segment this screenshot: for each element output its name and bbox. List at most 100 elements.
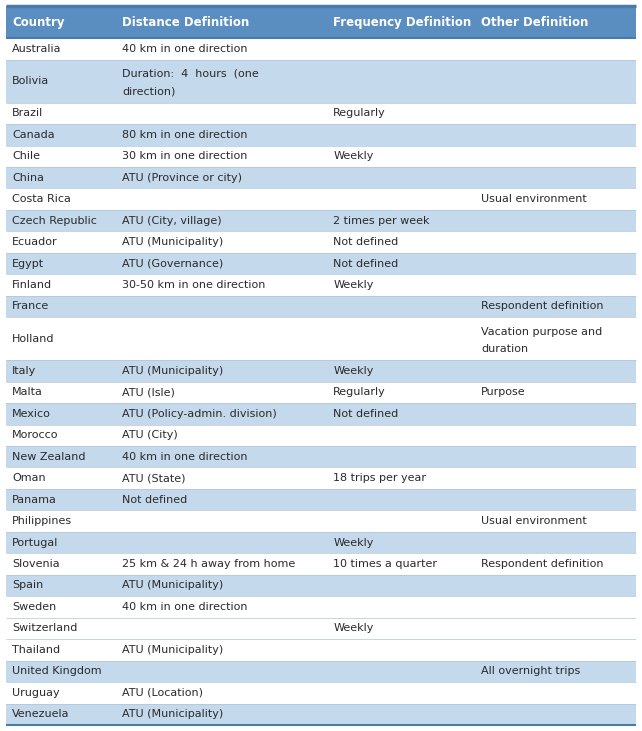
Text: Finland: Finland bbox=[12, 280, 52, 290]
Text: Ecuador: Ecuador bbox=[12, 237, 58, 247]
Text: 10 times a quarter: 10 times a quarter bbox=[333, 559, 437, 569]
Bar bbox=[6, 446, 636, 467]
Text: ATU (State): ATU (State) bbox=[122, 473, 186, 483]
Text: Vacation purpose and: Vacation purpose and bbox=[482, 327, 603, 336]
Text: Costa Rica: Costa Rica bbox=[12, 194, 71, 204]
Text: ATU (Location): ATU (Location) bbox=[122, 688, 204, 698]
Bar bbox=[6, 510, 636, 532]
Bar bbox=[6, 682, 636, 703]
Text: Not defined: Not defined bbox=[333, 237, 399, 247]
Text: Respondent definition: Respondent definition bbox=[482, 559, 604, 569]
Bar bbox=[6, 703, 636, 725]
Text: Weekly: Weekly bbox=[333, 624, 374, 634]
Text: ATU (Municipality): ATU (Municipality) bbox=[122, 366, 223, 376]
Text: Sweden: Sweden bbox=[12, 602, 56, 612]
Bar bbox=[6, 6, 636, 38]
Text: Oman: Oman bbox=[12, 473, 46, 483]
Text: ATU (Isle): ATU (Isle) bbox=[122, 387, 175, 398]
Text: Italy: Italy bbox=[12, 366, 36, 376]
Text: Slovenia: Slovenia bbox=[12, 559, 60, 569]
Text: 40 km in one direction: 40 km in one direction bbox=[122, 602, 248, 612]
Bar bbox=[6, 317, 636, 360]
Text: 40 km in one direction: 40 km in one direction bbox=[122, 44, 248, 54]
Bar bbox=[6, 296, 636, 317]
Text: China: China bbox=[12, 173, 44, 183]
Text: ATU (City, village): ATU (City, village) bbox=[122, 216, 222, 226]
Text: 40 km in one direction: 40 km in one direction bbox=[122, 452, 248, 462]
Text: Weekly: Weekly bbox=[333, 151, 374, 162]
Text: Weekly: Weekly bbox=[333, 366, 374, 376]
Text: Usual environment: Usual environment bbox=[482, 194, 587, 204]
Text: 25 km & 24 h away from home: 25 km & 24 h away from home bbox=[122, 559, 295, 569]
Text: Chile: Chile bbox=[12, 151, 40, 162]
Bar bbox=[6, 38, 636, 60]
Bar bbox=[6, 425, 636, 446]
Text: United Kingdom: United Kingdom bbox=[12, 667, 101, 676]
Bar bbox=[6, 189, 636, 210]
Bar bbox=[6, 102, 636, 124]
Text: Uruguay: Uruguay bbox=[12, 688, 60, 698]
Text: Portugal: Portugal bbox=[12, 537, 58, 548]
Text: ATU (Municipality): ATU (Municipality) bbox=[122, 709, 223, 719]
Text: 80 km in one direction: 80 km in one direction bbox=[122, 130, 248, 140]
Text: Other Definition: Other Definition bbox=[482, 15, 589, 29]
Text: Spain: Spain bbox=[12, 580, 43, 591]
Text: Not defined: Not defined bbox=[333, 259, 399, 268]
Text: Malta: Malta bbox=[12, 387, 43, 398]
Text: 2 times per week: 2 times per week bbox=[333, 216, 429, 226]
Bar bbox=[6, 661, 636, 682]
Text: Regularly: Regularly bbox=[333, 108, 386, 118]
Bar bbox=[6, 403, 636, 425]
Text: Czech Republic: Czech Republic bbox=[12, 216, 97, 226]
Text: 30-50 km in one direction: 30-50 km in one direction bbox=[122, 280, 266, 290]
Text: Frequency Definition: Frequency Definition bbox=[333, 15, 472, 29]
Text: ATU (Province or city): ATU (Province or city) bbox=[122, 173, 242, 183]
Text: direction): direction) bbox=[122, 87, 176, 96]
Text: Venezuela: Venezuela bbox=[12, 709, 69, 719]
Text: Purpose: Purpose bbox=[482, 387, 526, 398]
Bar bbox=[6, 382, 636, 403]
Text: ATU (Policy-admin. division): ATU (Policy-admin. division) bbox=[122, 409, 277, 419]
Text: Weekly: Weekly bbox=[333, 280, 374, 290]
Text: Country: Country bbox=[12, 15, 64, 29]
Bar bbox=[6, 253, 636, 274]
Bar bbox=[6, 618, 636, 639]
Text: Philippines: Philippines bbox=[12, 516, 72, 526]
Text: duration: duration bbox=[482, 344, 528, 355]
Text: ATU (Municipality): ATU (Municipality) bbox=[122, 645, 223, 655]
Text: Switzerland: Switzerland bbox=[12, 624, 78, 634]
Bar bbox=[6, 124, 636, 145]
Text: Weekly: Weekly bbox=[333, 537, 374, 548]
Text: Not defined: Not defined bbox=[122, 495, 187, 504]
Text: ATU (City): ATU (City) bbox=[122, 431, 178, 440]
Text: Egypt: Egypt bbox=[12, 259, 44, 268]
Bar bbox=[6, 167, 636, 189]
Bar bbox=[6, 553, 636, 575]
Text: Distance Definition: Distance Definition bbox=[122, 15, 250, 29]
Text: Holland: Holland bbox=[12, 333, 55, 344]
Text: Brazil: Brazil bbox=[12, 108, 43, 118]
Text: All overnight trips: All overnight trips bbox=[482, 667, 580, 676]
Bar bbox=[6, 360, 636, 382]
Bar bbox=[6, 532, 636, 553]
Bar bbox=[6, 596, 636, 618]
Text: Not defined: Not defined bbox=[333, 409, 399, 419]
Bar bbox=[6, 60, 636, 102]
Text: Mexico: Mexico bbox=[12, 409, 51, 419]
Bar bbox=[6, 210, 636, 231]
Text: ATU (Governance): ATU (Governance) bbox=[122, 259, 223, 268]
Text: ATU (Municipality): ATU (Municipality) bbox=[122, 580, 223, 591]
Text: Duration:  4  hours  (one: Duration: 4 hours (one bbox=[122, 69, 259, 79]
Bar bbox=[6, 467, 636, 489]
Bar bbox=[6, 575, 636, 596]
Bar bbox=[6, 145, 636, 167]
Text: Panama: Panama bbox=[12, 495, 57, 504]
Text: France: France bbox=[12, 301, 49, 311]
Text: 30 km in one direction: 30 km in one direction bbox=[122, 151, 248, 162]
Text: 18 trips per year: 18 trips per year bbox=[333, 473, 426, 483]
Text: Regularly: Regularly bbox=[333, 387, 386, 398]
Text: Australia: Australia bbox=[12, 44, 62, 54]
Bar bbox=[6, 274, 636, 296]
Text: Respondent definition: Respondent definition bbox=[482, 301, 604, 311]
Text: Canada: Canada bbox=[12, 130, 55, 140]
